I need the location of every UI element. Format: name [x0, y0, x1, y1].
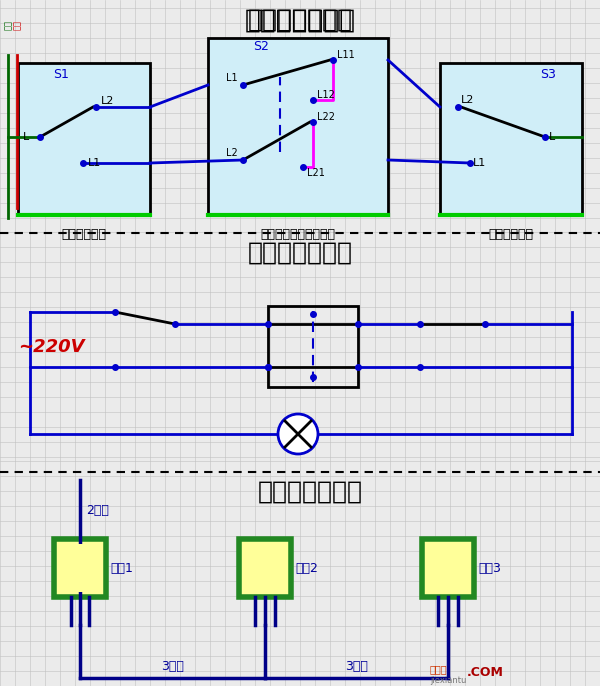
Text: L21: L21: [307, 168, 325, 178]
Text: 火线: 火线: [13, 20, 22, 30]
Text: 开关3: 开关3: [478, 562, 501, 574]
Bar: [208, 38, 388, 215]
Bar: [440, 63, 582, 215]
Text: L1: L1: [473, 158, 486, 168]
Text: L2: L2: [101, 96, 115, 106]
Text: 开关1: 开关1: [110, 562, 133, 574]
Bar: [268, 306, 358, 387]
Text: .COM: .COM: [467, 666, 504, 679]
Text: L2: L2: [226, 148, 238, 158]
Text: 3根线: 3根线: [345, 660, 368, 673]
Text: 开关2: 开关2: [295, 562, 318, 574]
Text: 中途开关（三控开关）: 中途开关（三控开关）: [260, 228, 335, 241]
Text: L12: L12: [317, 90, 335, 100]
Bar: [427, 544, 469, 592]
Bar: [244, 544, 286, 592]
Bar: [0, 472, 600, 686]
Text: L1: L1: [88, 158, 101, 168]
Bar: [0, 0, 600, 233]
Text: ~220V: ~220V: [18, 338, 85, 356]
Bar: [59, 544, 101, 592]
Text: 单开双控开关: 单开双控开关: [488, 228, 533, 241]
Text: L: L: [23, 132, 29, 142]
Text: L: L: [549, 132, 555, 142]
Text: L22: L22: [317, 112, 335, 122]
Text: S1: S1: [53, 68, 69, 81]
Text: 三控开关接线图: 三控开关接线图: [244, 8, 356, 34]
Bar: [18, 63, 150, 215]
Text: 三控开关接线图: 三控开关接线图: [248, 8, 353, 32]
Text: L11: L11: [337, 50, 355, 60]
Circle shape: [278, 414, 318, 454]
Bar: [54, 539, 106, 597]
Text: 单开双控开关: 单开双控开关: [62, 228, 107, 241]
Text: L1: L1: [226, 73, 238, 83]
Bar: [0, 233, 600, 472]
Text: 3根线: 3根线: [161, 660, 184, 673]
Text: L2: L2: [461, 95, 475, 105]
Text: 接线图: 接线图: [430, 664, 448, 674]
Bar: [239, 539, 291, 597]
Text: 相线: 相线: [4, 20, 13, 30]
Text: S3: S3: [540, 68, 556, 81]
Text: 三控开关布线图: 三控开关布线图: [257, 480, 362, 504]
Text: 2根线: 2根线: [86, 504, 109, 517]
Bar: [422, 539, 474, 597]
Text: S2: S2: [253, 40, 269, 53]
Text: jiexiantu: jiexiantu: [430, 676, 466, 685]
Text: 三控开关原理图: 三控开关原理图: [248, 241, 353, 265]
